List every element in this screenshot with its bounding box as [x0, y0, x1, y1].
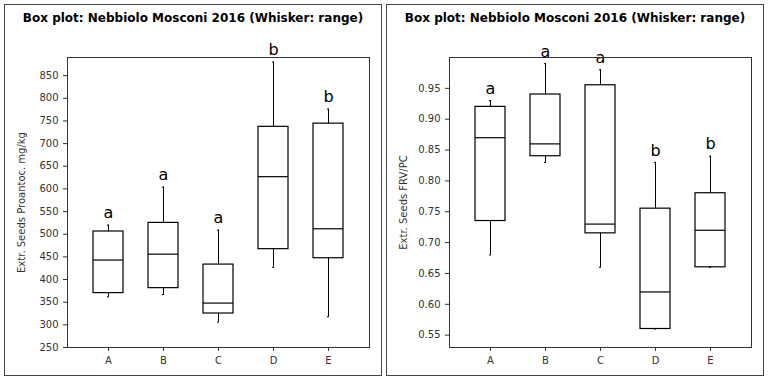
svg-text:B: B [542, 355, 549, 366]
svg-text:C: C [597, 355, 604, 366]
svg-text:850: 850 [39, 70, 58, 81]
svg-text:0.85: 0.85 [418, 144, 440, 155]
svg-text:0.90: 0.90 [418, 113, 440, 124]
svg-text:E: E [707, 355, 713, 366]
svg-text:0.70: 0.70 [418, 237, 440, 248]
svg-text:800: 800 [39, 92, 58, 103]
svg-text:C: C [215, 355, 222, 366]
svg-text:b: b [323, 87, 333, 106]
svg-text:b: b [268, 40, 278, 59]
svg-text:D: D [652, 355, 660, 366]
svg-text:600: 600 [39, 183, 58, 194]
svg-text:350: 350 [39, 296, 58, 307]
html-text:Box plot: Nebbiolo Mosconi 201: Box plot: Nebbiolo Mosconi 2016 (Whisker… [22, 11, 364, 25]
svg-text:a: a [595, 48, 606, 67]
svg-text:300: 300 [39, 319, 58, 330]
svg-text:700: 700 [39, 138, 58, 149]
svg-text:b: b [705, 134, 715, 153]
svg-text:250: 250 [39, 342, 58, 353]
svg-text:A: A [105, 355, 112, 366]
svg-text:a: a [214, 208, 224, 227]
svg-text:650: 650 [39, 160, 58, 171]
svg-text:Extr. Seeds Proantoc. mg/kg: Extr. Seeds Proantoc. mg/kg [16, 132, 27, 273]
svg-text:450: 450 [39, 251, 58, 262]
svg-text:E: E [325, 355, 331, 366]
svg-text:750: 750 [39, 115, 58, 126]
svg-text:550: 550 [39, 206, 58, 217]
svg-text:b: b [650, 141, 660, 160]
svg-text:0.80: 0.80 [418, 175, 440, 186]
svg-text:0.65: 0.65 [418, 268, 440, 279]
svg-text:D: D [270, 355, 278, 366]
html-text:Box plot: Nebbiolo Mosconi 201: Box plot: Nebbiolo Mosconi 2016 (Whisker… [404, 11, 746, 25]
svg-text:400: 400 [39, 274, 58, 285]
svg-text:a: a [540, 41, 551, 61]
svg-text:A: A [487, 355, 494, 366]
svg-text:Extr. Seeds FRV/PC: Extr. Seeds FRV/PC [398, 155, 409, 249]
svg-text:a: a [159, 165, 169, 184]
svg-text:B: B [160, 355, 167, 366]
svg-text:500: 500 [39, 228, 58, 239]
svg-text:0.75: 0.75 [418, 206, 440, 217]
svg-text:0.95: 0.95 [418, 83, 440, 94]
svg-text:0.60: 0.60 [418, 299, 440, 310]
svg-text:a: a [486, 79, 496, 98]
svg-text:0.55: 0.55 [418, 329, 440, 340]
svg-text:a: a [104, 203, 114, 222]
